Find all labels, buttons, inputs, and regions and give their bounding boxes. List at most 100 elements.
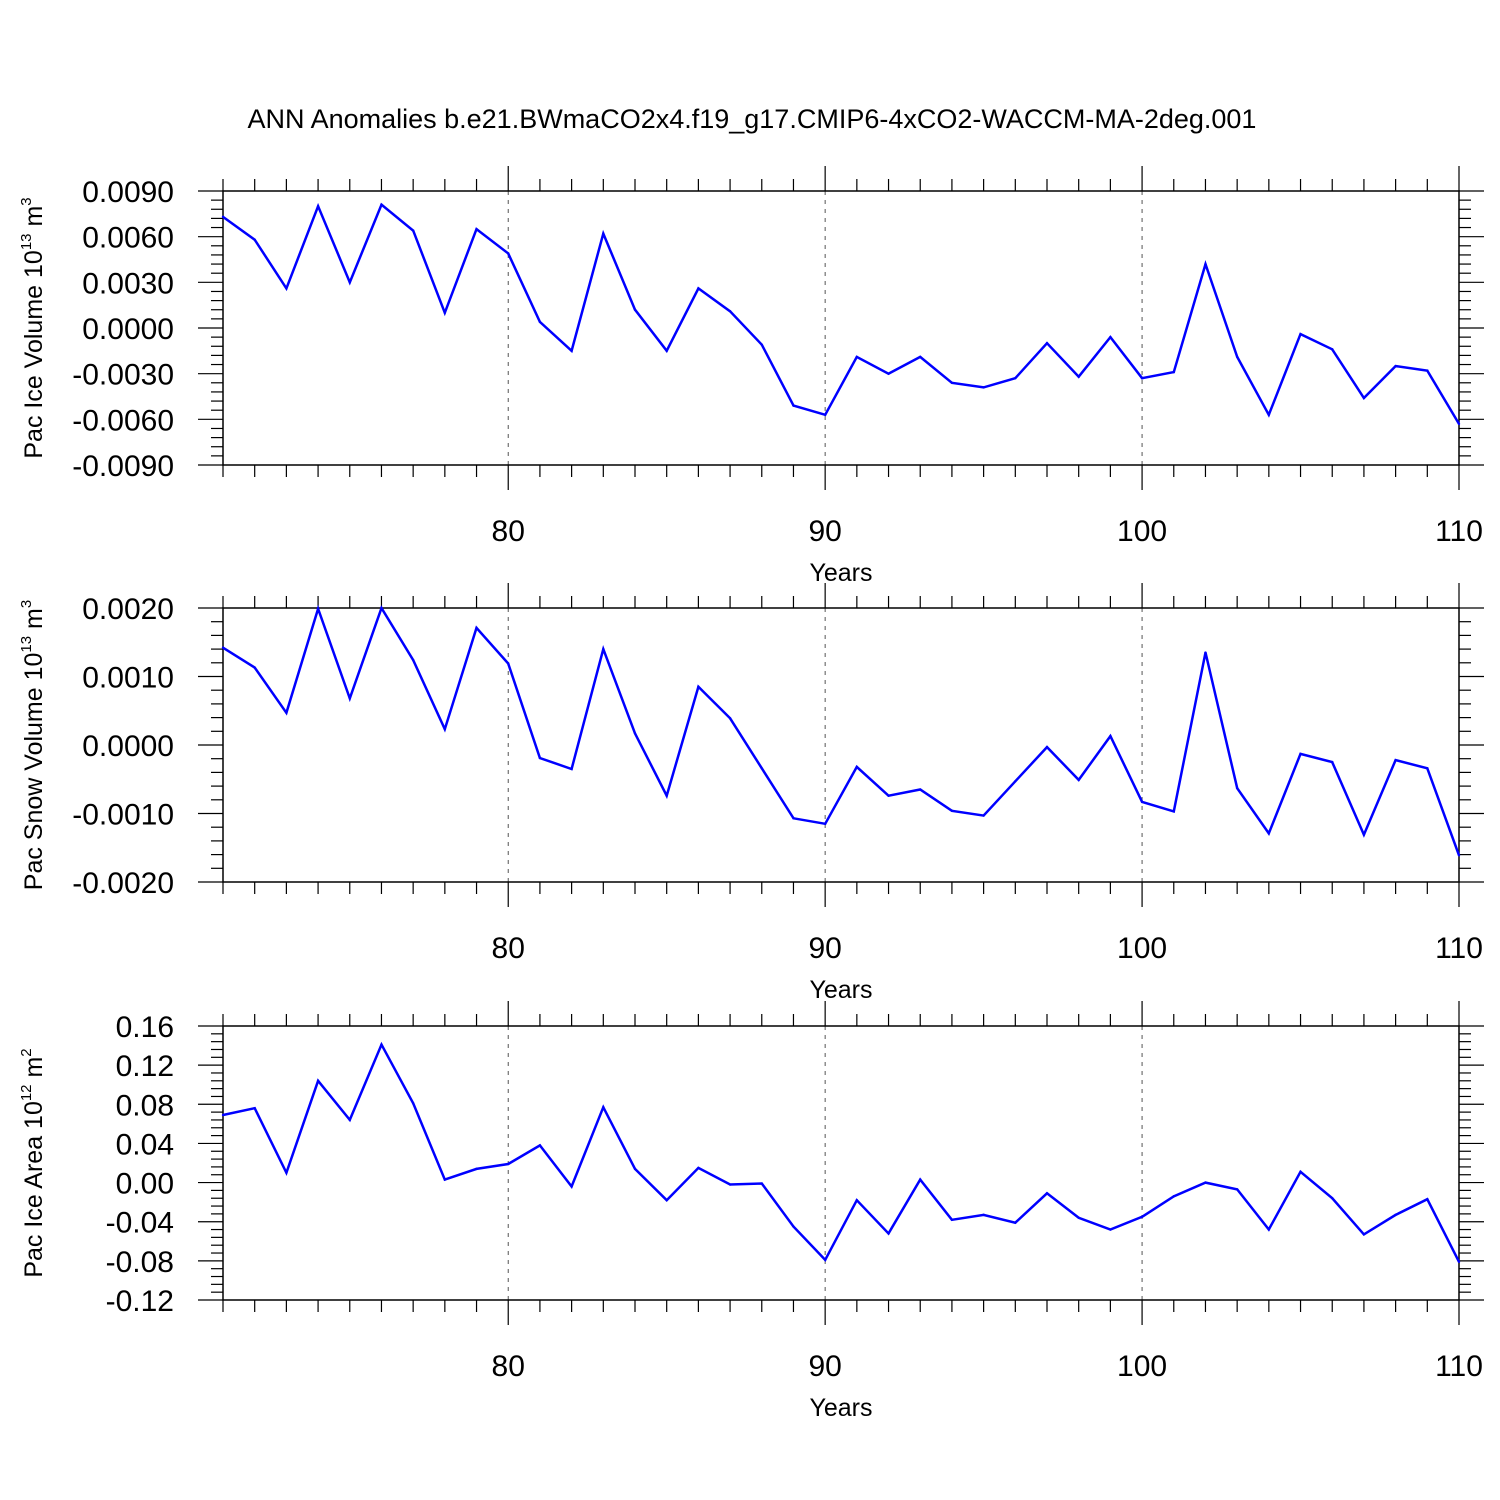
- y-tick-label: 0.0010: [82, 662, 174, 695]
- data-point: [792, 404, 795, 407]
- x-tick-label: 80: [492, 515, 525, 548]
- x-tick-label: 110: [1435, 932, 1483, 965]
- data-point: [1204, 262, 1207, 266]
- chart-panel-3: 0.16 0.12 0.08 0.04 0.00 -0.04 -0.08 -0.12 80 90 1…: [18, 1001, 1484, 1422]
- data-point: [507, 252, 510, 255]
- x-tick-label: 110: [1435, 515, 1483, 548]
- data-point: [1394, 364, 1397, 368]
- x-axis-label: Years: [809, 559, 872, 587]
- data-point: [919, 355, 922, 359]
- chart-panels: 0.00900.00600.00300.0000-0.0030-0.0060-0…: [18, 166, 1484, 1422]
- data-point: [380, 1043, 383, 1046]
- data-point: [1045, 1192, 1049, 1195]
- data-point: [1331, 348, 1334, 351]
- data-point: [475, 1167, 478, 1171]
- data-point: [1045, 342, 1049, 345]
- data-point: [823, 822, 827, 825]
- data-point: [1077, 778, 1080, 782]
- data-point: [507, 1162, 510, 1166]
- data-point: [1267, 1228, 1271, 1231]
- y-tick-label: 0.0030: [82, 267, 174, 300]
- data-point: [823, 413, 827, 416]
- data-point: [1077, 375, 1080, 378]
- data-point: [570, 1185, 573, 1188]
- data-point: [1172, 810, 1175, 813]
- data-point: [950, 381, 954, 384]
- x-tick-label: 90: [808, 932, 841, 965]
- data-point: [1267, 832, 1271, 835]
- y-tick-label: 0.0020: [82, 593, 174, 626]
- x-tick-label: 80: [492, 932, 525, 965]
- data-point: [633, 308, 637, 311]
- data-point: [538, 1144, 542, 1147]
- data-point: [380, 203, 383, 206]
- plot-frame: [222, 190, 1460, 466]
- data-point: [1426, 369, 1429, 372]
- data-point: [1362, 833, 1366, 836]
- y-tick-label: 0.00: [116, 1168, 174, 1201]
- data-point: [285, 287, 288, 290]
- data-point: [1362, 396, 1366, 400]
- data-point: [1140, 1215, 1144, 1219]
- series-line: [222, 604, 1461, 856]
- y-tick-label: 0.0090: [82, 176, 174, 209]
- data-point: [348, 697, 351, 700]
- y-tick-label: 0.0000: [82, 730, 174, 763]
- data-point: [1235, 786, 1239, 790]
- data-point: [411, 658, 415, 662]
- data-point: [1235, 1188, 1239, 1191]
- data-point: [1235, 355, 1239, 359]
- data-point: [1457, 854, 1461, 857]
- data-point: [1140, 800, 1144, 804]
- data-point: [1394, 758, 1397, 762]
- y-tick-label: -0.04: [106, 1207, 174, 1240]
- data-point: [475, 626, 478, 630]
- data-point: [1457, 1260, 1461, 1264]
- y-tick-label: -0.0090: [72, 450, 174, 483]
- chart-panel-2: 0.0020 0.0010 0.0000 -0.0010 -0.0020 80 90 100 1…: [18, 583, 1484, 1004]
- x-tick-label: 100: [1117, 1350, 1167, 1383]
- data-point: [285, 711, 288, 715]
- y-axis-label: Pac Ice Volume 1013 m3: [18, 197, 48, 458]
- y-tick-label: -0.12: [106, 1285, 174, 1318]
- data-point: [665, 1198, 668, 1202]
- x-tick-label: 90: [808, 515, 841, 548]
- y-axis-label: Pac Snow Volume 1013 m3: [18, 600, 48, 890]
- data-point: [380, 606, 383, 610]
- data-point: [348, 281, 351, 284]
- data-point: [728, 717, 732, 720]
- x-tick-label: 110: [1435, 1350, 1483, 1383]
- data-point: [855, 1198, 859, 1202]
- data-point: [728, 1183, 732, 1186]
- data-point: [221, 215, 225, 219]
- data-point: [443, 311, 447, 314]
- data-point: [728, 310, 732, 313]
- data-point: [1204, 1181, 1207, 1184]
- x-tick-label: 90: [808, 1350, 841, 1383]
- data-point: [570, 767, 573, 771]
- data-point: [221, 646, 225, 649]
- data-point: [538, 320, 542, 324]
- series-line: [222, 202, 1461, 425]
- plot-frame: [222, 1025, 1460, 1301]
- data-point: [1299, 752, 1302, 756]
- data-point: [1204, 651, 1207, 654]
- data-point: [950, 809, 954, 812]
- data-point: [1014, 1221, 1017, 1224]
- data-point: [602, 647, 605, 651]
- y-tick-label: 0.0000: [82, 313, 174, 346]
- data-point: [792, 1225, 795, 1228]
- data-point: [760, 343, 763, 346]
- y-tick-label: -0.0010: [72, 799, 174, 832]
- data-point: [697, 1166, 700, 1170]
- x-tick-label: 100: [1117, 515, 1167, 548]
- data-point: [316, 607, 320, 610]
- data-point: [919, 788, 922, 791]
- data-point: [697, 287, 700, 290]
- data-point: [887, 372, 890, 375]
- data-point: [1299, 332, 1302, 336]
- y-tick-label: 0.0060: [82, 222, 174, 255]
- data-point: [285, 1171, 288, 1174]
- data-point: [1394, 1213, 1397, 1217]
- data-point: [1426, 767, 1429, 770]
